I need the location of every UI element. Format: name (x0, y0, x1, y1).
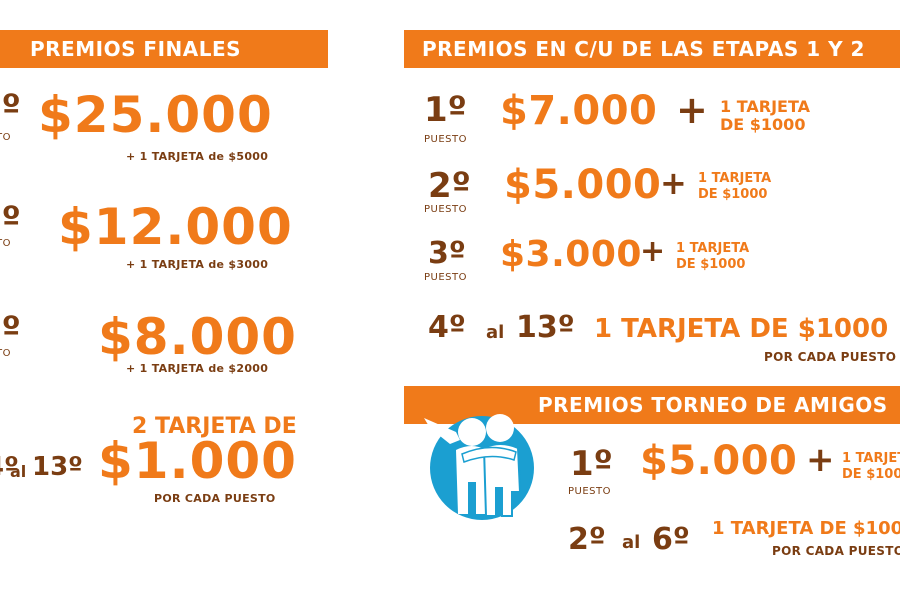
final-sub-3: + 1 TARJETA de $2000 (126, 362, 269, 375)
friends-title: PREMIOS TORNEO DE AMIGOS (538, 393, 888, 417)
stage-plus-2: + (660, 164, 687, 202)
stage-last-text: 1 TARJETA DE $1000 (594, 314, 889, 344)
stage-last-from: 4º (428, 310, 466, 345)
final-last-al: al (10, 462, 27, 481)
friends-place-1: 1º (570, 444, 613, 484)
stage-puesto-1: PUESTO (424, 134, 467, 145)
stage-tarjeta-3a: 1 TARJETA (676, 241, 750, 256)
stage-place-3: 3º (428, 236, 466, 271)
friends-tarjeta-1a: 1 TARJETA (842, 451, 900, 466)
stage-amount-1: $7.000 (500, 88, 658, 134)
final-sub-1: + 1 TARJETA de $5000 (126, 150, 269, 163)
final-last-to: 13º (32, 452, 83, 482)
final-last-sub: POR CADA PUESTO (154, 492, 276, 505)
stage-puesto-2: PUESTO (424, 204, 467, 215)
final-prizes-title: PREMIOS FINALES (30, 37, 242, 61)
final-last-amount: $1.000 (98, 432, 297, 490)
stage-tarjeta-2b: DE $1000 (698, 187, 768, 202)
stage-tarjeta-2a: 1 TARJETA (698, 171, 772, 186)
stages-header: PREMIOS EN C/U DE LAS ETAPAS 1 Y 2 (404, 30, 900, 68)
friends-amount-1: $5.000 (640, 438, 798, 484)
friends-last-text: 1 TARJETA DE $1000 (712, 518, 900, 539)
friends-puesto-1: PUESTO (568, 486, 611, 497)
stage-place-2: 2º (428, 166, 471, 206)
stage-tarjeta-3b: DE $1000 (676, 257, 746, 272)
stage-amount-3: $3.000 (500, 234, 642, 275)
friends-tarjeta-1b: DE $1000 (842, 467, 900, 482)
friends-last-from: 2º (568, 522, 606, 557)
stages-title: PREMIOS EN C/U DE LAS ETAPAS 1 Y 2 (422, 37, 865, 61)
final-amount-1: $25.000 (38, 86, 273, 144)
friends-plus-1: + (806, 440, 835, 480)
stage-place-1: 1º (424, 90, 467, 130)
stage-last-al: al (486, 322, 505, 343)
final-prizes-header: PREMIOS FINALES (0, 30, 328, 68)
stage-plus-1: + (676, 88, 708, 132)
friends-last-sub: POR CADA PUESTO (772, 544, 900, 558)
stage-tarjeta-1b: DE $1000 (720, 115, 806, 134)
final-last-from: 4º (0, 452, 19, 482)
friends-last-al: al (622, 532, 641, 553)
stage-puesto-3: PUESTO (424, 272, 467, 283)
final-place-2: 2º (0, 200, 21, 240)
final-place-1: 1º (0, 88, 21, 128)
final-puesto-3: PUESTO (0, 348, 11, 359)
final-puesto-2: PUESTO (0, 238, 11, 249)
final-place-3: 3º (0, 310, 21, 350)
final-puesto-1: PUESTO (0, 132, 11, 143)
stage-amount-2: $5.000 (504, 162, 662, 208)
final-amount-2: $12.000 (58, 198, 293, 256)
final-amount-3: $8.000 (98, 308, 297, 366)
stage-last-sub: POR CADA PUESTO (764, 350, 897, 364)
stage-plus-3: + (640, 234, 666, 269)
final-last-top: 2 TARJETA DE (132, 414, 297, 439)
stage-last-to: 13º (516, 310, 575, 345)
friends-last-to: 6º (652, 522, 690, 557)
stage-tarjeta-1a: 1 TARJETA (720, 97, 811, 116)
final-sub-2: + 1 TARJETA de $3000 (126, 258, 269, 271)
friends-icon (420, 396, 540, 526)
